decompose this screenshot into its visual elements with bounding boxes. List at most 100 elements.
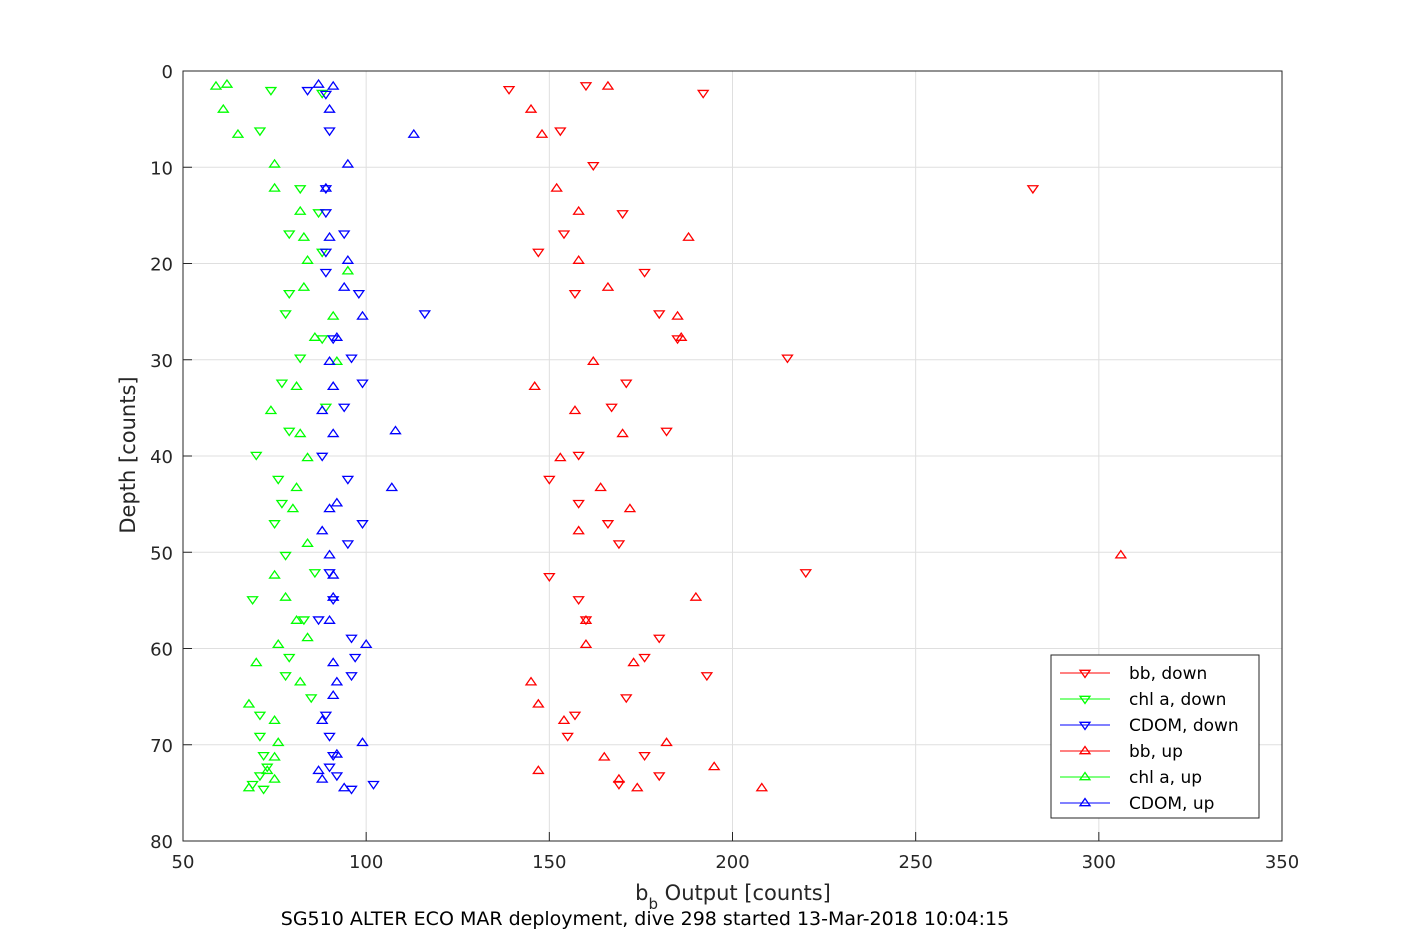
data-point [268, 773, 281, 783]
data-point [579, 614, 593, 624]
data-point [257, 785, 270, 795]
data-point [282, 289, 296, 299]
data-point [315, 773, 329, 783]
data-point [707, 761, 721, 771]
data-point [323, 549, 336, 559]
data-point [524, 103, 538, 113]
data-point [1114, 549, 1128, 559]
data-point [612, 773, 626, 783]
y-tick-label: 50 [150, 543, 173, 564]
data-point [524, 676, 538, 686]
tick-layer: 50 100 150 200 250 300 350 0 10 20 30 40 50 60 70 80 [150, 62, 1299, 873]
data-point [315, 89, 329, 99]
legend-entry: chl a, down [1060, 690, 1226, 710]
y-tick-label: 40 [150, 447, 173, 468]
data-point [326, 591, 340, 601]
x-tick-label: 250 [898, 852, 932, 873]
data-point [326, 569, 340, 579]
data-point [286, 503, 300, 513]
data-point [312, 616, 325, 626]
x-axis-label-main: b [635, 881, 648, 905]
legend-entry: CDOM, down [1060, 716, 1239, 736]
series-chl-a-up [209, 78, 355, 792]
data-point [568, 711, 582, 721]
data-point [315, 715, 329, 725]
data-point [568, 289, 582, 299]
data-point [557, 715, 571, 725]
data-point [301, 632, 314, 642]
data-point [272, 639, 285, 648]
data-point [253, 772, 267, 782]
y-tick-label: 20 [150, 255, 173, 276]
data-point [323, 763, 336, 773]
data-point [330, 676, 344, 686]
x-tick-label: 350 [1265, 852, 1299, 873]
legend-label: chl a, down [1129, 690, 1226, 710]
y-axis-label: Depth [counts] [116, 376, 140, 533]
data-point [250, 657, 263, 667]
data-point [554, 127, 567, 137]
x-axis-label-rest: Output [counts] [658, 881, 831, 905]
data-point [268, 520, 281, 530]
data-point [242, 698, 256, 708]
data-point [326, 80, 340, 90]
legend-marker [1078, 771, 1092, 781]
data-point [652, 634, 666, 644]
data-point [319, 185, 333, 195]
data-point [308, 331, 322, 341]
legend-label: chl a, up [1129, 768, 1202, 788]
data-point [356, 310, 369, 320]
data-point [326, 751, 340, 761]
data-point [330, 748, 344, 758]
x-axis-label-subscript: b [648, 895, 658, 913]
legend-entry: bb, down [1060, 664, 1207, 684]
data-point [755, 782, 769, 792]
x-tick-label: 300 [1082, 852, 1116, 873]
data-point [568, 405, 582, 415]
data-point [535, 128, 549, 138]
data-point [217, 103, 230, 113]
data-point [261, 763, 274, 773]
data-point [572, 499, 585, 509]
y-tick-label: 60 [150, 640, 173, 661]
legend-label: CDOM, down [1129, 716, 1239, 736]
legend-label: bb, up [1129, 742, 1183, 762]
data-point [323, 231, 336, 241]
data-point [282, 230, 296, 240]
data-point [348, 653, 362, 663]
legend-marker [1078, 797, 1092, 807]
data-point [671, 335, 684, 345]
data-point [616, 210, 629, 220]
data-point [301, 452, 314, 462]
data-point [323, 732, 336, 742]
data-point [297, 281, 311, 291]
data-point [293, 676, 307, 686]
data-point [326, 381, 340, 391]
data-point [312, 78, 325, 88]
data-point [612, 540, 626, 550]
data-point [345, 672, 358, 682]
data-point [261, 765, 274, 775]
data-point [231, 128, 245, 138]
legend-label: bb, down [1129, 664, 1207, 684]
data-point [315, 405, 329, 415]
data-point [337, 281, 351, 291]
data-point [330, 356, 344, 366]
data-point [572, 525, 585, 535]
y-tick-label: 0 [162, 62, 173, 83]
data-point [319, 90, 333, 100]
data-point [272, 475, 285, 485]
data-point [323, 503, 336, 513]
data-point [326, 310, 340, 320]
data-point [301, 537, 314, 547]
data-point [301, 86, 314, 96]
data-point [279, 672, 292, 682]
data-point [319, 182, 333, 192]
data-point [253, 127, 267, 137]
data-point [304, 694, 318, 704]
data-point [620, 379, 633, 389]
data-point [407, 128, 421, 138]
data-point [550, 182, 563, 192]
legend-marker [1078, 669, 1092, 679]
data-point [275, 379, 289, 389]
